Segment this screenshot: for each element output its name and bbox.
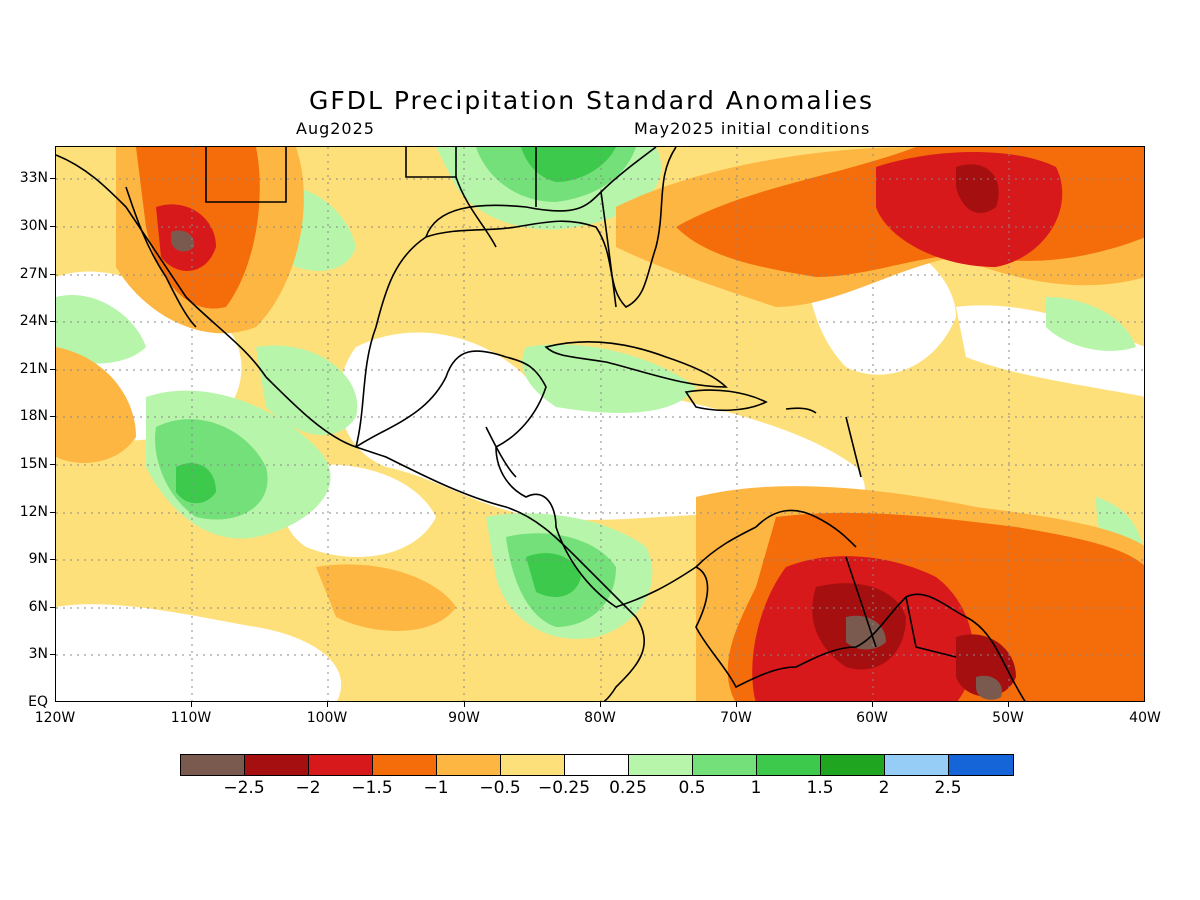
colorbar-swatch bbox=[245, 755, 309, 775]
lon-label-40w: 40W bbox=[1129, 710, 1161, 726]
colorbar-swatch bbox=[693, 755, 757, 775]
lat-tick bbox=[50, 654, 55, 655]
wet-area bbox=[176, 463, 216, 504]
colorbar-label: 1.5 bbox=[806, 778, 834, 798]
lon-tick bbox=[872, 702, 873, 707]
dry-area bbox=[976, 675, 1002, 700]
lat-label-eq: EQ bbox=[28, 694, 48, 710]
near-normal-area bbox=[56, 604, 342, 701]
colorbar-label: 2.5 bbox=[934, 778, 962, 798]
colorbar-swatch bbox=[821, 755, 885, 775]
lon-tick bbox=[191, 702, 192, 707]
lat-label-9n: 9N bbox=[28, 551, 48, 567]
colorbar-swatch bbox=[501, 755, 565, 775]
colorbar-label: −0.5 bbox=[479, 778, 521, 798]
dry-area bbox=[956, 634, 1016, 697]
wet-area bbox=[256, 345, 358, 436]
lat-tick bbox=[50, 512, 55, 513]
forecast-month: Aug2025 bbox=[296, 119, 375, 138]
lon-label-80w: 80W bbox=[584, 710, 616, 726]
colorbar-label: −2.5 bbox=[223, 778, 265, 798]
lat-label-12n: 12N bbox=[19, 504, 48, 520]
lon-tick bbox=[327, 702, 328, 707]
lon-label-110w: 110W bbox=[170, 710, 212, 726]
colorbar-label: −0.25 bbox=[537, 778, 591, 798]
lat-label-33n: 33N bbox=[19, 170, 48, 186]
colorbar-swatch bbox=[437, 755, 501, 775]
lon-tick bbox=[1008, 702, 1009, 707]
lon-label-50w: 50W bbox=[992, 710, 1024, 726]
wet-area bbox=[526, 553, 581, 597]
lat-tick bbox=[50, 369, 55, 370]
colorbar-swatch bbox=[885, 755, 949, 775]
lat-label-30n: 30N bbox=[19, 218, 48, 234]
colorbar-swatch bbox=[565, 755, 629, 775]
near-normal-area bbox=[956, 305, 1144, 397]
lat-label-24n: 24N bbox=[19, 313, 48, 329]
wet-area bbox=[521, 147, 616, 182]
wet-area bbox=[522, 344, 696, 413]
colorbar-label: 0.25 bbox=[609, 778, 647, 798]
initial-conditions: May2025 initial conditions bbox=[634, 119, 871, 138]
colorbar-label: 0.5 bbox=[678, 778, 706, 798]
lat-tick bbox=[50, 226, 55, 227]
dry-area bbox=[846, 615, 886, 650]
dry-area bbox=[171, 230, 195, 252]
lat-tick bbox=[50, 178, 55, 179]
lat-tick bbox=[50, 607, 55, 608]
colorbar-label: −1 bbox=[423, 778, 449, 798]
colorbar-label: 2 bbox=[878, 778, 890, 798]
lon-tick bbox=[464, 702, 465, 707]
colorbar-label: −2 bbox=[295, 778, 321, 798]
lon-tick bbox=[736, 702, 737, 707]
lat-tick bbox=[50, 274, 55, 275]
lon-label-100w: 100W bbox=[306, 710, 348, 726]
colorbar-swatch bbox=[181, 755, 245, 775]
colorbar-swatch bbox=[949, 755, 1013, 775]
lat-tick bbox=[50, 464, 55, 465]
lat-label-6n: 6N bbox=[28, 599, 48, 615]
colorbar-swatch bbox=[373, 755, 437, 775]
colorbar-label: 1 bbox=[750, 778, 762, 798]
dry-area bbox=[956, 164, 999, 214]
anomaly-map bbox=[55, 146, 1145, 702]
lon-label-120w: 120W bbox=[34, 710, 76, 726]
lon-label-70w: 70W bbox=[720, 710, 752, 726]
dry-area bbox=[876, 152, 1063, 267]
dry-area bbox=[56, 347, 136, 463]
wet-area bbox=[56, 295, 146, 364]
lat-label-15n: 15N bbox=[19, 456, 48, 472]
colorbar-swatch bbox=[757, 755, 821, 775]
lat-tick bbox=[50, 416, 55, 417]
dry-area bbox=[316, 564, 456, 631]
near-normal-area bbox=[339, 332, 865, 520]
graticule bbox=[56, 147, 1144, 701]
lat-label-3n: 3N bbox=[28, 646, 48, 662]
lat-label-21n: 21N bbox=[19, 361, 48, 377]
lat-tick bbox=[50, 321, 55, 322]
colorbar-legend bbox=[180, 754, 1014, 776]
lon-label-90w: 90W bbox=[448, 710, 480, 726]
map-title: GFDL Precipitation Standard Anomalies bbox=[309, 86, 874, 115]
lon-tick bbox=[600, 702, 601, 707]
lon-label-60w: 60W bbox=[856, 710, 888, 726]
colorbar-swatch bbox=[629, 755, 693, 775]
colorbar-label: −1.5 bbox=[351, 778, 393, 798]
lat-tick bbox=[50, 559, 55, 560]
wet-area bbox=[1046, 297, 1136, 351]
coastlines bbox=[56, 147, 1026, 701]
anomaly-field bbox=[56, 147, 1144, 701]
lat-label-18n: 18N bbox=[19, 408, 48, 424]
colorbar-swatch bbox=[309, 755, 373, 775]
lat-label-27n: 27N bbox=[19, 266, 48, 282]
